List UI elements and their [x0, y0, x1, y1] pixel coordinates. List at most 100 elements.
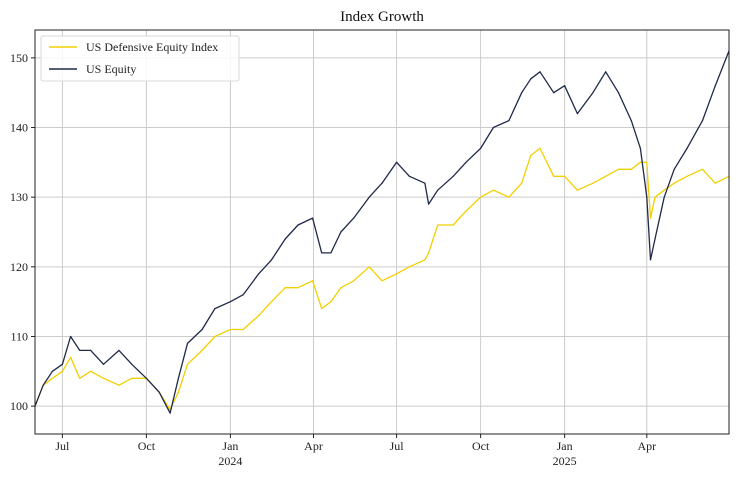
data-point [576, 189, 579, 191]
data-point [617, 168, 620, 170]
data-point [284, 287, 286, 289]
data-point [437, 224, 439, 226]
data-point [381, 280, 383, 282]
data-point [61, 370, 64, 372]
y-tick-label: 110 [10, 329, 28, 343]
series-defensive [34, 147, 730, 411]
data-point [158, 391, 160, 393]
data-point [102, 377, 105, 379]
data-point [229, 328, 231, 331]
data-point [654, 196, 656, 198]
legend-label-defensive: US Defensive Equity Index [86, 40, 218, 54]
x-tick-label: Jan [222, 439, 238, 453]
data-point [424, 259, 426, 261]
data-point [169, 412, 171, 414]
data-point [321, 308, 323, 310]
series-layer [34, 50, 730, 414]
x-tick-label: Apr [637, 439, 656, 453]
data-point [428, 252, 430, 254]
x-tick-year-label: 2024 [218, 454, 242, 468]
data-point [592, 92, 594, 94]
data-point [368, 196, 370, 198]
data-point [686, 175, 688, 177]
data-point [70, 335, 72, 338]
data-point [639, 147, 642, 149]
data-point [131, 363, 133, 365]
data-point [428, 203, 430, 205]
data-point [521, 92, 523, 94]
data-point [630, 168, 632, 170]
grid [35, 30, 729, 434]
data-point [396, 161, 398, 163]
data-point [576, 113, 579, 115]
data-point [381, 182, 383, 184]
x-tick-label: Jan [557, 439, 573, 453]
data-point [508, 120, 510, 122]
data-point [340, 287, 342, 289]
data-point [131, 377, 133, 379]
data-point [701, 120, 704, 122]
plot-frame [34, 29, 730, 435]
data-point [617, 92, 620, 94]
x-tick-label: Oct [472, 439, 490, 453]
data-point [177, 391, 179, 393]
data-point [242, 328, 244, 331]
data-point [70, 356, 72, 358]
data-point [508, 196, 510, 198]
legend: US Defensive Equity Index US Equity [40, 35, 240, 82]
data-point [214, 335, 216, 338]
data-point [79, 377, 81, 379]
x-tick-label: Jul [55, 439, 70, 453]
data-point [492, 126, 494, 129]
data-point [465, 210, 467, 212]
data-point [649, 259, 652, 261]
legend-box [40, 35, 240, 82]
data-point [592, 182, 594, 184]
data-point [424, 182, 426, 184]
x-tick-label: Apr [304, 439, 323, 453]
data-point [553, 92, 555, 94]
data-point [321, 252, 323, 254]
data-point [480, 147, 482, 149]
data-point [686, 147, 688, 149]
data-point [118, 384, 120, 386]
data-point [270, 259, 273, 261]
data-point [452, 175, 454, 177]
data-point [330, 252, 332, 254]
series-equity [34, 50, 730, 414]
data-point [330, 301, 332, 303]
data-point [102, 363, 105, 365]
y-tick-label: 130 [10, 190, 28, 204]
data-point [201, 328, 203, 331]
data-point [312, 280, 314, 282]
data-point [177, 377, 179, 379]
data-point [654, 238, 656, 240]
data-point [539, 147, 541, 149]
data-point [51, 377, 54, 379]
data-point [564, 85, 566, 87]
data-point [258, 273, 260, 275]
y-axis: 100 110 120 130 140 150 [10, 51, 35, 413]
x-tick-year-label: 2025 [553, 454, 577, 468]
data-point [673, 182, 675, 184]
data-point [639, 161, 642, 163]
data-point [312, 217, 314, 219]
data-point [201, 349, 203, 351]
data-point [186, 363, 189, 365]
data-point [186, 342, 189, 344]
chart-title: Index Growth [340, 9, 424, 25]
data-point [649, 217, 652, 219]
legend-label-equity: US Equity [86, 62, 136, 76]
data-point [353, 217, 355, 219]
data-point [284, 238, 286, 240]
data-point [663, 196, 665, 198]
data-point [51, 370, 54, 372]
data-point [270, 301, 273, 303]
data-point [564, 175, 566, 177]
data-point [42, 384, 44, 386]
y-tick-label: 150 [10, 51, 28, 65]
data-point [242, 294, 244, 296]
data-point [437, 189, 439, 191]
